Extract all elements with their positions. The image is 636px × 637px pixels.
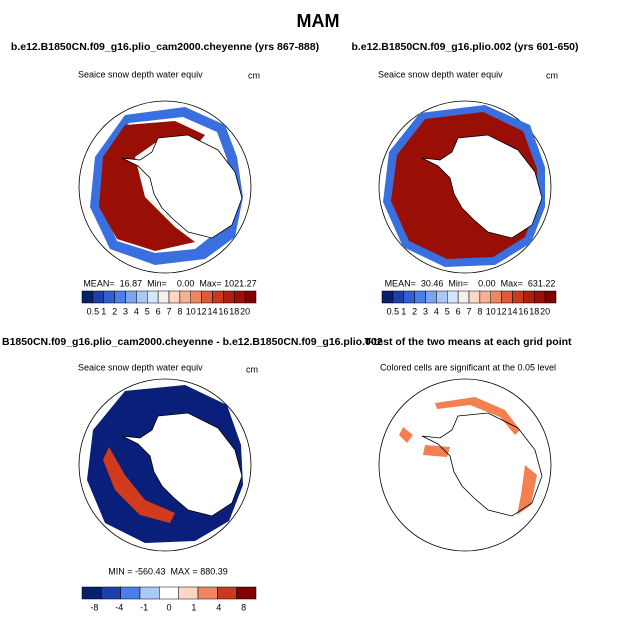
panel-subtitle: Seaice snow depth water equiv bbox=[78, 69, 203, 79]
colorbar-box bbox=[120, 586, 141, 600]
colorbar-box bbox=[457, 290, 470, 304]
colorbar-label: 0 bbox=[166, 602, 171, 612]
colorbar-box bbox=[114, 290, 126, 304]
map-1 bbox=[78, 100, 252, 274]
colorbar-box bbox=[168, 290, 181, 304]
colorbar-box bbox=[81, 586, 102, 600]
colorbar-label: 4 bbox=[434, 306, 439, 316]
colorbar-label: 10 bbox=[486, 306, 496, 316]
colorbar-box bbox=[234, 290, 246, 304]
colorbar-label: 20 bbox=[240, 306, 250, 316]
colorbar-box bbox=[501, 290, 513, 304]
colorbar-box bbox=[244, 290, 257, 304]
colorbar-box bbox=[425, 290, 437, 304]
colorbar-box bbox=[414, 290, 426, 304]
colorbar-box bbox=[159, 586, 179, 600]
colorbar-label: 14 bbox=[507, 306, 517, 316]
colorbar-label: 1 bbox=[101, 306, 106, 316]
colorbar-box bbox=[101, 586, 121, 600]
colorbar-box bbox=[534, 290, 546, 304]
colorbar-label: 4 bbox=[216, 602, 221, 612]
colorbar-label: 18 bbox=[529, 306, 539, 316]
colorbar-box bbox=[125, 290, 137, 304]
panel-subtitle: Colored cells are significant at the 0.0… bbox=[380, 362, 556, 372]
colorbar-label: 10 bbox=[186, 306, 196, 316]
units: cm bbox=[246, 364, 258, 374]
colorbar-box bbox=[544, 290, 557, 304]
colorbar-label: 7 bbox=[166, 306, 171, 316]
colorbar-label: 2 bbox=[112, 306, 117, 316]
colorbar-box bbox=[179, 290, 191, 304]
colorbar-label: 5 bbox=[445, 306, 450, 316]
colorbar-box bbox=[523, 290, 535, 304]
colorbar-label: 1 bbox=[191, 602, 196, 612]
colorbar-box bbox=[403, 290, 415, 304]
colorbar-box bbox=[190, 290, 202, 304]
stats: MIN = -560.43 MAX = 880.39 bbox=[108, 566, 228, 576]
colorbar-box bbox=[223, 290, 235, 304]
colorbar-label: 16 bbox=[518, 306, 528, 316]
colorbar-box bbox=[479, 290, 491, 304]
colorbar-label: -1 bbox=[140, 602, 148, 612]
colorbar-box bbox=[201, 290, 213, 304]
colorbar-box bbox=[447, 290, 459, 304]
colorbar-label: 16 bbox=[218, 306, 228, 316]
colorbar-box bbox=[92, 290, 104, 304]
colorbar-box bbox=[381, 290, 394, 304]
figure-title: MAM bbox=[297, 11, 340, 31]
colorbar-box bbox=[490, 290, 502, 304]
panel-subtitle: Seaice snow depth water equiv bbox=[78, 362, 203, 372]
colorbar-box bbox=[217, 586, 237, 600]
colorbar-label: 0.5 bbox=[87, 306, 100, 316]
colorbar-label: 7 bbox=[466, 306, 471, 316]
stats: MEAN= 16.87 Min= 0.00 Max= 1021.27 bbox=[83, 278, 256, 288]
colorbar-label: 20 bbox=[540, 306, 550, 316]
colorbar-label: 8 bbox=[241, 602, 246, 612]
colorbar-label: 1 bbox=[401, 306, 406, 316]
units: cm bbox=[546, 70, 558, 80]
colorbar-label: 0.5 bbox=[387, 306, 400, 316]
map-4 bbox=[378, 378, 552, 552]
panel-subtitle: Seaice snow depth water equiv bbox=[378, 69, 503, 79]
colorbar-label: 4 bbox=[134, 306, 139, 316]
panel-title: b.e12.B1850CN.f09_g16.plio.002 (yrs 601-… bbox=[351, 41, 578, 53]
colorbar-label: 18 bbox=[229, 306, 239, 316]
colorbar-box bbox=[392, 290, 404, 304]
colorbar-label: 8 bbox=[177, 306, 182, 316]
colorbar-box bbox=[212, 290, 224, 304]
colorbar-label: 5 bbox=[145, 306, 150, 316]
map-2 bbox=[378, 100, 552, 274]
colorbar-box bbox=[468, 290, 481, 304]
colorbar-label: -8 bbox=[90, 602, 98, 612]
colorbar-box bbox=[136, 290, 148, 304]
panel-title: B1850CN.f09_g16.plio_cam2000.cheyenne - … bbox=[2, 336, 383, 348]
panel-title: b.e12.B1850CN.f09_g16.plio_cam2000.cheye… bbox=[11, 41, 319, 53]
colorbar-box bbox=[139, 586, 160, 600]
colorbar-label: 3 bbox=[123, 306, 128, 316]
colorbar-label: 3 bbox=[423, 306, 428, 316]
colorbar-box bbox=[81, 290, 94, 304]
colorbar-box bbox=[103, 290, 115, 304]
panel-title: T-test of the two means at each grid poi… bbox=[364, 336, 572, 348]
colorbar-label: 14 bbox=[207, 306, 217, 316]
colorbar-label: 12 bbox=[197, 306, 207, 316]
units: cm bbox=[248, 70, 260, 80]
colorbar-label: -4 bbox=[115, 602, 123, 612]
stats: MEAN= 30.46 Min= 0.00 Max= 631.22 bbox=[385, 278, 556, 288]
colorbar-label: 8 bbox=[477, 306, 482, 316]
colorbar-box bbox=[436, 290, 448, 304]
colorbar-box bbox=[178, 586, 199, 600]
colorbar-box bbox=[147, 290, 159, 304]
colorbar-label: 2 bbox=[412, 306, 417, 316]
colorbar-label: 6 bbox=[156, 306, 161, 316]
colorbar-box bbox=[157, 290, 170, 304]
colorbar-box bbox=[236, 586, 257, 600]
colorbar-label: 12 bbox=[497, 306, 507, 316]
map-3 bbox=[78, 378, 252, 552]
colorbar-box bbox=[197, 586, 218, 600]
colorbar-box bbox=[512, 290, 524, 304]
colorbar-label: 6 bbox=[456, 306, 461, 316]
